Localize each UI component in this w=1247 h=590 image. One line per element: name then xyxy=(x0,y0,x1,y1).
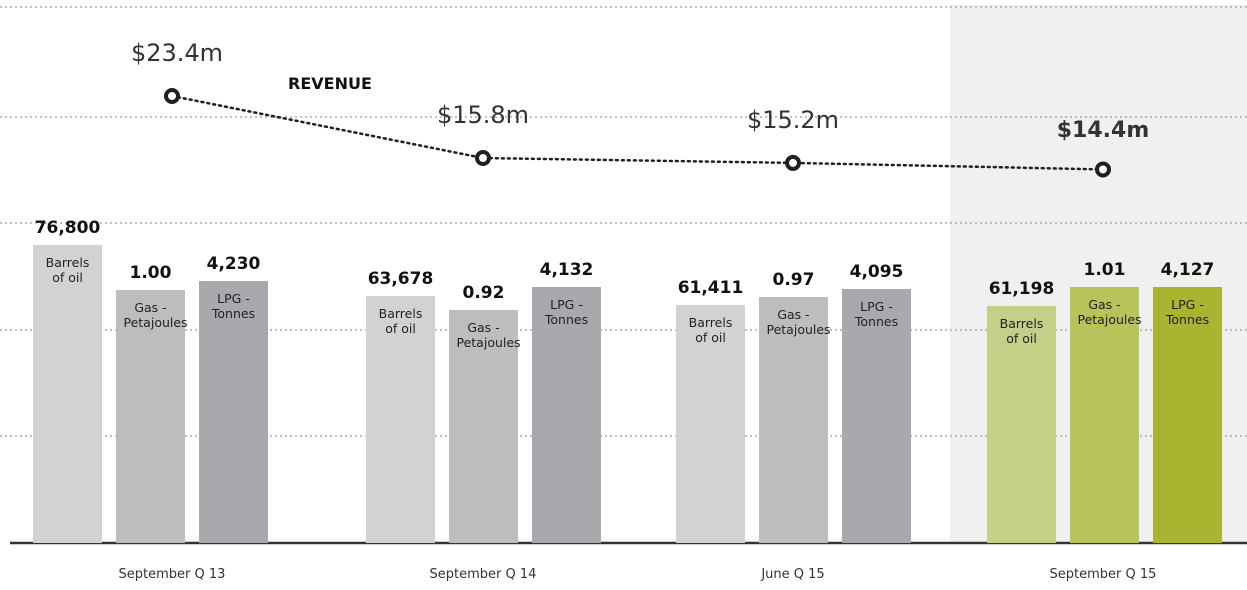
bar-label: LPG - Tonnes xyxy=(854,299,899,330)
bar: Barrels of oil xyxy=(33,245,102,543)
value-label: 61,411 xyxy=(677,277,744,298)
value-label: 1.00 xyxy=(129,262,172,283)
revenue-point xyxy=(164,88,180,104)
value-label: 61,198 xyxy=(988,278,1055,299)
bar: Gas - Petajoules xyxy=(1070,287,1142,543)
bar-label: Barrels of oil xyxy=(378,305,423,336)
x-tick-label: September Q 15 xyxy=(1049,567,1157,582)
bar-label: LPG - Tonnes xyxy=(211,291,256,321)
value-label: 0.92 xyxy=(462,282,505,303)
revenue-label: $15.2m xyxy=(746,105,840,134)
value-label: 4,230 xyxy=(206,254,261,274)
value-label: 63,678 xyxy=(367,268,434,289)
value-label: 4,095 xyxy=(849,262,904,283)
value-label: 4,132 xyxy=(539,260,594,281)
revenue-label: $23.4m xyxy=(130,39,224,67)
value-label: 76,800 xyxy=(34,218,101,238)
revenue-line xyxy=(170,94,1105,171)
bar-label: Gas - Petajoules xyxy=(456,319,521,350)
bar: Gas - Petajoules xyxy=(449,309,521,543)
bar: Barrels of oil xyxy=(987,305,1056,543)
bar: Gas - Petajoules xyxy=(759,297,831,543)
x-tick-label: September Q 14 xyxy=(429,567,537,582)
value-label: 4,127 xyxy=(1160,260,1215,281)
x-tick-label: June Q 15 xyxy=(761,567,825,582)
bar: Barrels of oil xyxy=(676,304,745,543)
bar-label: LPG - Tonnes xyxy=(1165,297,1210,328)
value-label: 1.01 xyxy=(1083,260,1126,280)
value-label: 0.97 xyxy=(772,270,815,291)
bar: Gas - Petajoules xyxy=(116,289,188,543)
bar: LPG - Tonnes xyxy=(1153,287,1222,543)
revenue-label: $14.4m xyxy=(1056,118,1150,144)
revenue-point xyxy=(475,150,491,167)
bar-label: Gas - Petajoules xyxy=(123,299,188,330)
bar: LPG - Tonnes xyxy=(842,289,911,543)
x-tick-label: September Q 13 xyxy=(118,567,226,582)
bar: LPG - Tonnes xyxy=(532,287,601,543)
revenue-point xyxy=(785,154,801,171)
bar-label: Barrels of oil xyxy=(999,315,1044,346)
bar-label: Barrels of oil xyxy=(688,314,733,345)
line-name: REVENUE xyxy=(288,74,372,93)
revenue-point xyxy=(1095,161,1111,178)
revenue-label: $15.8m xyxy=(436,101,530,130)
bar: LPG - Tonnes xyxy=(199,281,268,543)
bar: Barrels of oil xyxy=(366,295,435,543)
bar-label: Gas - Petajoules xyxy=(1077,297,1142,327)
bar-label: Barrels of oil xyxy=(45,255,90,285)
bar-label: LPG - Tonnes xyxy=(544,297,589,328)
bar-label: Gas - Petajoules xyxy=(766,307,831,338)
